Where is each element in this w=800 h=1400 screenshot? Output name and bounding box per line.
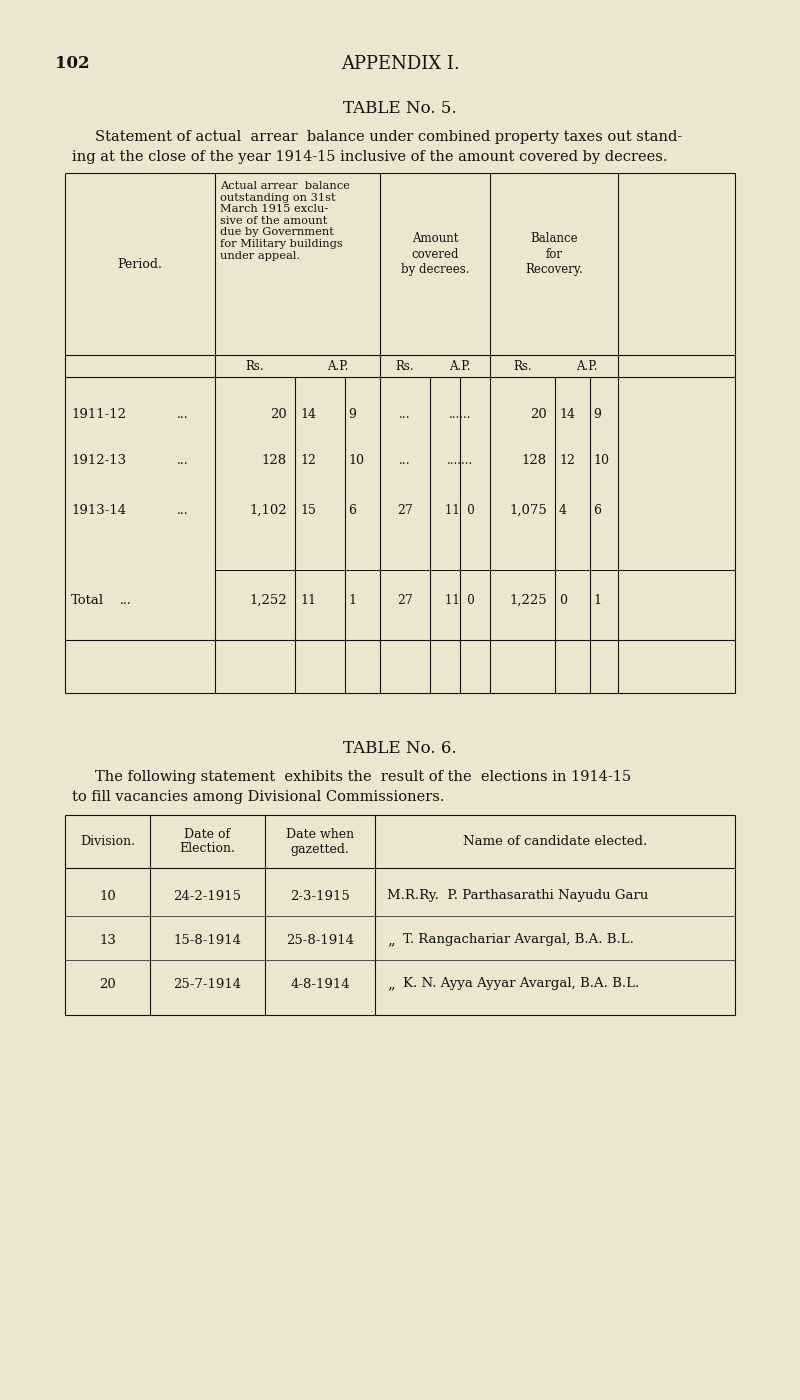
Text: 20: 20: [530, 409, 547, 421]
Text: 10: 10: [593, 454, 609, 466]
Text: Division.: Division.: [80, 834, 135, 848]
Text: to fill vacancies among Divisional Commissioners.: to fill vacancies among Divisional Commi…: [72, 790, 445, 804]
Text: 15-8-1914: 15-8-1914: [174, 934, 242, 946]
Text: 1913-14: 1913-14: [71, 504, 126, 517]
Text: The following statement  exhibits the  result of the  elections in 1914-15: The following statement exhibits the res…: [95, 770, 631, 784]
Text: 12: 12: [559, 454, 575, 466]
Text: 1: 1: [593, 594, 601, 606]
Text: 128: 128: [262, 454, 287, 466]
Text: Period.: Period.: [118, 258, 162, 270]
Text: Rs.: Rs.: [513, 360, 532, 372]
Text: 6: 6: [348, 504, 356, 517]
Text: 9: 9: [348, 409, 356, 421]
Text: Name of candidate elected.: Name of candidate elected.: [463, 834, 647, 848]
Text: 11  0: 11 0: [445, 594, 475, 606]
Text: ...: ...: [399, 409, 411, 421]
Text: 102: 102: [55, 55, 90, 71]
Text: 10: 10: [99, 889, 116, 903]
Text: 6: 6: [593, 504, 601, 517]
Text: ......: ......: [449, 409, 471, 421]
Text: Actual arrear  balance
outstanding on 31st
March 1915 exclu-
sive of the amount
: Actual arrear balance outstanding on 31s…: [220, 181, 350, 260]
Text: 9: 9: [593, 409, 601, 421]
Text: 1,075: 1,075: [510, 504, 547, 517]
Text: 1911-12: 1911-12: [71, 409, 126, 421]
Text: ing at the close of the year 1914-15 inclusive of the amount covered by decrees.: ing at the close of the year 1914-15 inc…: [72, 150, 667, 164]
Text: A.P.: A.P.: [450, 360, 470, 372]
Text: 24-2-1915: 24-2-1915: [174, 889, 242, 903]
Text: 1,102: 1,102: [250, 504, 287, 517]
Text: .......: .......: [447, 454, 473, 466]
Text: Total: Total: [71, 594, 104, 606]
Text: 13: 13: [99, 934, 116, 946]
Text: 11: 11: [300, 594, 316, 606]
Text: „: „: [387, 932, 394, 946]
Text: Statement of actual  arrear  balance under combined property taxes out stand-: Statement of actual arrear balance under…: [95, 130, 682, 144]
Text: ...: ...: [177, 504, 189, 517]
Text: 27: 27: [397, 504, 413, 517]
Text: 0: 0: [559, 594, 567, 606]
Text: Date when
gazetted.: Date when gazetted.: [286, 827, 354, 855]
Text: 15: 15: [300, 504, 316, 517]
Text: ...: ...: [177, 454, 189, 466]
Text: 4: 4: [559, 504, 567, 517]
Text: K. N. Ayya Ayyar Avargal, B.A. B.L.: K. N. Ayya Ayyar Avargal, B.A. B.L.: [403, 977, 639, 991]
Text: 25-8-1914: 25-8-1914: [286, 934, 354, 946]
Text: „: „: [387, 977, 394, 991]
Text: M.R.Ry.  P. Parthasarathi Nayudu Garu: M.R.Ry. P. Parthasarathi Nayudu Garu: [387, 889, 648, 903]
Text: 128: 128: [522, 454, 547, 466]
Text: 14: 14: [300, 409, 316, 421]
Text: A.P.: A.P.: [576, 360, 598, 372]
Text: 11  0: 11 0: [445, 504, 475, 517]
Text: T. Rangachariar Avargal, B.A. B.L.: T. Rangachariar Avargal, B.A. B.L.: [403, 934, 634, 946]
Text: Amount
covered
by decrees.: Amount covered by decrees.: [401, 232, 470, 276]
Text: 2-3-1915: 2-3-1915: [290, 889, 350, 903]
Text: Rs.: Rs.: [246, 360, 264, 372]
Text: Rs.: Rs.: [396, 360, 414, 372]
Text: 20: 20: [270, 409, 287, 421]
Text: 12: 12: [300, 454, 316, 466]
Text: 27: 27: [397, 594, 413, 606]
Text: 1912-13: 1912-13: [71, 454, 126, 466]
Text: 10: 10: [348, 454, 364, 466]
Text: ...: ...: [177, 409, 189, 421]
Text: A.P.: A.P.: [326, 360, 348, 372]
Text: 4-8-1914: 4-8-1914: [290, 977, 350, 991]
Text: 14: 14: [559, 409, 575, 421]
Text: 20: 20: [99, 977, 116, 991]
Text: APPENDIX I.: APPENDIX I.: [341, 55, 459, 73]
Text: 1,252: 1,252: [250, 594, 287, 606]
Text: Balance
for
Recovery.: Balance for Recovery.: [525, 232, 583, 276]
Text: Date of
Election.: Date of Election.: [179, 827, 235, 855]
Text: TABLE No. 6.: TABLE No. 6.: [343, 741, 457, 757]
Text: 1,225: 1,225: [510, 594, 547, 606]
Text: ...: ...: [120, 594, 132, 606]
Text: ...: ...: [399, 454, 411, 466]
Text: TABLE No. 5.: TABLE No. 5.: [343, 99, 457, 118]
Text: 1: 1: [348, 594, 356, 606]
Text: 25-7-1914: 25-7-1914: [174, 977, 242, 991]
